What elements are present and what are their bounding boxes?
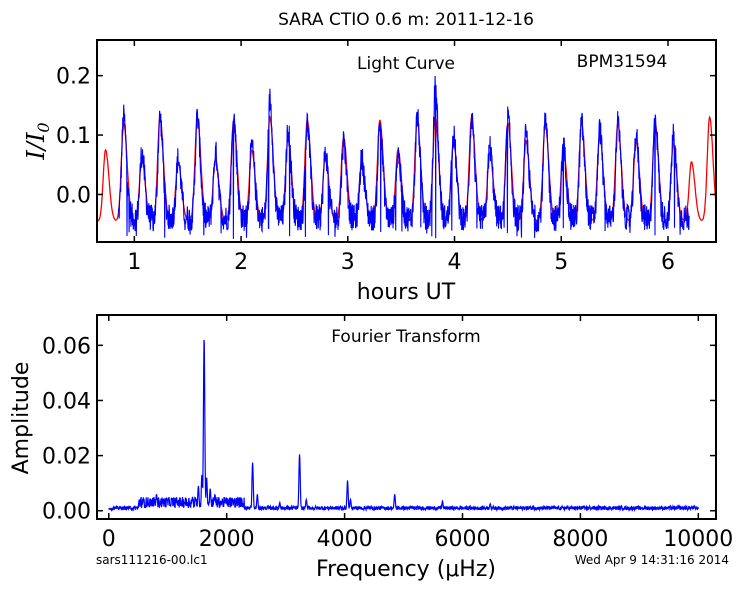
- fourier-transform-panel: Fourier Transform 0 2000 4000 6000 8000 10000…: [9, 314, 733, 582]
- light-curve-frame: [96, 39, 717, 243]
- light-curve-y-axis-label: I/I0: [22, 122, 53, 160]
- data-line: [117, 75, 690, 239]
- fourier-transform-frame: [96, 314, 717, 520]
- fourier-transform-x-tick-label: 6000: [435, 527, 491, 552]
- fourier-transform-ticks: 0 2000 4000 6000 8000 10000 0.00 0.02 0.04 0.06: [42, 315, 733, 552]
- fourier-transform-x-tick-label: 10000: [663, 527, 733, 552]
- light-curve-x-tick-label: 6: [661, 250, 675, 275]
- fourier-transform-x-tick-label: 4000: [317, 527, 373, 552]
- light-curve-y-tick-label: 0.2: [56, 65, 91, 90]
- fourier-transform-x-axis-label: Frequency (μHz): [316, 557, 496, 582]
- fourier-transform-y-axis-label: Amplitude: [9, 362, 34, 475]
- fourier-transform-x-tick-label: 2000: [199, 527, 255, 552]
- object-label: BPM31594: [577, 52, 668, 72]
- light-curve-x-tick-label: 4: [448, 250, 462, 275]
- light-curve-y-tick-label: 0.1: [56, 124, 91, 149]
- fourier-transform-y-tick-label: 0.04: [42, 389, 91, 414]
- footer-timestamp: Wed Apr 9 14:31:16 2014: [574, 553, 729, 567]
- fourier-transform-y-tick-label: 0.06: [42, 334, 91, 359]
- fourier-transform-x-tick-label: 0: [102, 527, 116, 552]
- light-curve-x-tick-label: 5: [554, 250, 568, 275]
- fourier-transform-y-tick-label: 0.00: [42, 500, 91, 525]
- light-curve-ticks: 1 2 3 4 5 6 0.0 0.1 0.2: [56, 40, 716, 275]
- light-curve-panel: Light Curve BPM31594 1 2 3 4 5 6 0.0 0.1 0.2 hou…: [22, 39, 717, 305]
- light-curve-x-tick-label: 3: [341, 250, 355, 275]
- light-curve-x-tick-label: 1: [127, 250, 141, 275]
- fourier-spectrum-series: [108, 339, 699, 513]
- figure-title: SARA CTIO 0.6 m: 2011-12-16: [278, 10, 534, 30]
- fourier-transform-x-tick-label: 8000: [552, 527, 608, 552]
- fourier-transform-annotation: Fourier Transform: [331, 327, 480, 347]
- light-curve-series-data: [117, 75, 690, 239]
- light-curve-annotation: Light Curve: [357, 54, 455, 74]
- light-curve-y-tick-label: 0.0: [56, 183, 91, 208]
- light-curve-x-tick-label: 2: [234, 250, 248, 275]
- spectrum-line: [108, 339, 699, 513]
- footer-filename: sars111216-00.lc1: [96, 553, 208, 567]
- fourier-transform-y-tick-label: 0.02: [42, 445, 91, 470]
- light-curve-x-axis-label: hours UT: [357, 280, 456, 305]
